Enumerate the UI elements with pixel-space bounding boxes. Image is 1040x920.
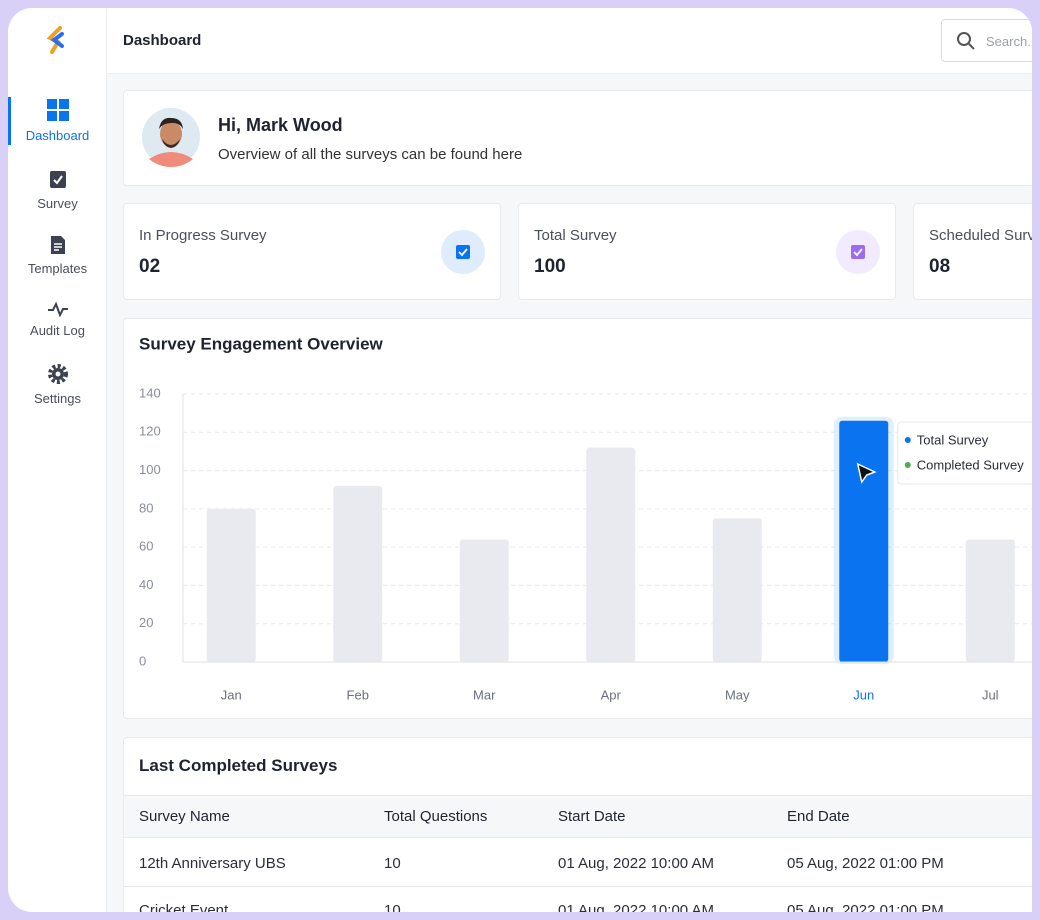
sidebar: Dashboard Survey Templates Audit Log Set… bbox=[8, 8, 107, 912]
stat-icon bbox=[836, 230, 880, 274]
row-divider bbox=[124, 886, 1032, 887]
y-tick-label: 0 bbox=[139, 653, 146, 668]
cursor bbox=[856, 462, 877, 484]
table-cell: 05 Aug, 2022 01:00 PM bbox=[787, 855, 944, 872]
table-title: Last Completed Surveys bbox=[139, 756, 338, 775]
search-placeholder: Search... bbox=[986, 34, 1032, 49]
stat-value: 02 bbox=[139, 256, 161, 277]
y-tick-label: 140 bbox=[139, 385, 161, 400]
y-tick-label: 120 bbox=[139, 424, 161, 439]
x-tick-label: May bbox=[725, 687, 750, 702]
stat-label: Total Survey bbox=[534, 227, 617, 244]
stat-value: 08 bbox=[929, 256, 951, 277]
top-bar: Dashboard Search... bbox=[107, 8, 1032, 74]
nav-label: Templates bbox=[27, 261, 88, 276]
bar bbox=[965, 539, 1015, 662]
nav-label: Audit Log bbox=[30, 323, 85, 338]
bar bbox=[586, 447, 636, 662]
column-header: End Date bbox=[787, 808, 850, 825]
tooltip-dot bbox=[904, 462, 911, 468]
greeting-subtitle: Overview of all the surveys can be found… bbox=[218, 146, 523, 163]
logo bbox=[46, 26, 64, 54]
icon-box bbox=[456, 245, 470, 259]
icon-check bbox=[458, 248, 468, 257]
table-cell: 01 Aug, 2022 10:00 AM bbox=[558, 902, 714, 912]
nav-label: Dashboard bbox=[25, 128, 90, 143]
bar bbox=[206, 508, 256, 662]
y-tick-label: 60 bbox=[139, 539, 153, 554]
nav-label: Survey bbox=[37, 196, 78, 211]
table-header bbox=[124, 795, 1032, 838]
bar bbox=[459, 539, 509, 662]
active-indicator bbox=[8, 97, 11, 145]
avatar bbox=[142, 108, 200, 167]
nav-label: Settings bbox=[34, 391, 81, 406]
x-tick-label: Apr bbox=[601, 687, 622, 702]
column-header: Start Date bbox=[558, 808, 626, 825]
bar bbox=[333, 485, 383, 662]
x-tick-label: Mar bbox=[473, 687, 496, 702]
column-header: Survey Name bbox=[139, 808, 230, 825]
x-tick-label: Jun bbox=[853, 687, 874, 702]
nav-item[interactable]: Dashboard bbox=[8, 98, 107, 143]
nav-item[interactable]: Survey bbox=[8, 170, 107, 211]
tooltip-label: Completed Survey bbox=[917, 457, 1024, 472]
app-panel: Dashboard Survey Templates Audit Log Set… bbox=[8, 8, 1032, 912]
chart-card: Survey Engagement Overview 0 20 40 60 80 100 1… bbox=[123, 318, 1032, 719]
tooltip-dot bbox=[904, 437, 911, 443]
stat-card: Scheduled Survey 08 bbox=[913, 203, 1032, 300]
stat-label: Scheduled Survey bbox=[929, 227, 1032, 244]
table-card: Last Completed Surveys Survey Name Total … bbox=[123, 737, 1032, 912]
greeting-title: Hi, Mark Wood bbox=[218, 115, 343, 135]
page-title: Dashboard bbox=[123, 32, 202, 49]
table-cell: 01 Aug, 2022 10:00 AM bbox=[558, 855, 714, 872]
y-tick-label: 80 bbox=[139, 500, 153, 515]
table-cell: 05 Aug, 2022 01:00 PM bbox=[787, 902, 944, 912]
icon-check bbox=[853, 248, 863, 257]
stat-card: In Progress Survey 02 bbox=[123, 203, 501, 300]
bar bbox=[839, 420, 889, 662]
stat-icon bbox=[441, 230, 485, 274]
column-header: Total Questions bbox=[384, 808, 488, 825]
icon-box bbox=[851, 245, 865, 259]
search-box[interactable]: Search... bbox=[941, 19, 1032, 62]
chart: Survey Engagement Overview 0 20 40 60 80 100 1… bbox=[139, 334, 1032, 702]
stat-icon-glyph bbox=[851, 245, 865, 259]
table-cell: Cricket Event bbox=[139, 902, 229, 912]
x-tick-label: Jan bbox=[221, 687, 242, 702]
nav-item[interactable]: Settings bbox=[8, 363, 107, 406]
nav-item[interactable]: Audit Log bbox=[8, 301, 107, 338]
greeting-card: Hi, Mark Wood Overview of all the survey… bbox=[123, 90, 1032, 186]
table-cell: 10 bbox=[384, 902, 401, 912]
stat-label: In Progress Survey bbox=[139, 227, 267, 244]
nav-item[interactable]: Templates bbox=[8, 235, 107, 276]
x-tick-label: Feb bbox=[347, 687, 369, 702]
y-tick-label: 40 bbox=[139, 577, 153, 592]
bar bbox=[712, 518, 762, 662]
stat-icon-glyph bbox=[456, 245, 470, 259]
x-tick-label: Jul bbox=[982, 687, 999, 702]
tooltip-box bbox=[897, 421, 1032, 485]
chart-title: Survey Engagement Overview bbox=[139, 334, 384, 353]
table-cell: 12th Anniversary UBS bbox=[139, 855, 286, 872]
stat-card: Total Survey 100 bbox=[518, 203, 896, 300]
stat-value: 100 bbox=[534, 256, 566, 277]
tooltip: Total Survey Completed Survey bbox=[897, 421, 1032, 485]
table-cell: 10 bbox=[384, 855, 401, 872]
y-tick-label: 100 bbox=[139, 462, 161, 477]
y-tick-label: 20 bbox=[139, 615, 153, 630]
tooltip-label: Total Survey bbox=[917, 432, 989, 447]
